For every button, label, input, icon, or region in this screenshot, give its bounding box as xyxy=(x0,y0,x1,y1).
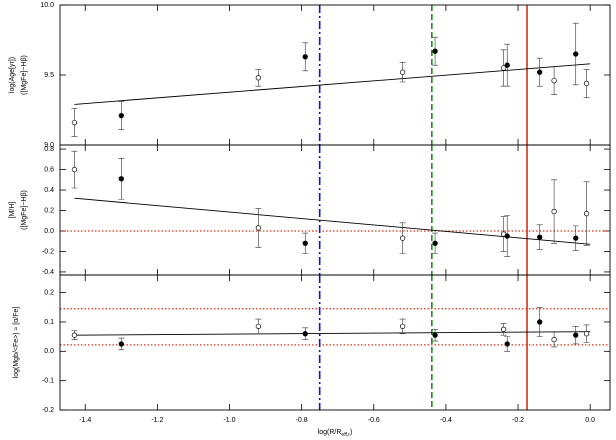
filled-marker xyxy=(537,69,543,75)
filled-marker xyxy=(302,331,308,337)
filled-marker xyxy=(302,240,308,246)
open-marker xyxy=(399,69,406,75)
open-marker xyxy=(255,225,262,231)
fit-line xyxy=(74,331,591,336)
open-marker xyxy=(500,65,507,71)
open-marker xyxy=(551,208,557,215)
filled-marker xyxy=(432,48,438,54)
filled-marker xyxy=(537,319,543,325)
filled-marker xyxy=(537,234,543,240)
y-axis-label: ([MgFe]−Hβ) xyxy=(21,55,28,95)
filled-marker xyxy=(432,332,438,338)
open-marker xyxy=(255,323,262,330)
filled-marker xyxy=(504,233,510,239)
open-marker xyxy=(551,77,557,84)
filled-marker xyxy=(504,341,510,347)
y-tick-label: 0.4 xyxy=(44,187,54,194)
filled-marker xyxy=(432,240,438,246)
x-tick-label: -0.8 xyxy=(296,417,308,424)
open-marker xyxy=(583,80,590,87)
y-tick-label: 0.2 xyxy=(44,207,54,214)
y-axis-label: log(Age[yr]) xyxy=(9,57,16,93)
y-tick-label: 0.0 xyxy=(44,348,54,355)
filled-marker xyxy=(573,332,579,338)
open-marker xyxy=(399,323,406,330)
x-tick-label: -0.2 xyxy=(512,417,524,424)
y-tick-label: 0.6 xyxy=(44,166,54,173)
open-marker xyxy=(500,326,507,332)
open-marker xyxy=(551,336,557,343)
y-axis-label: ([MgFe]−Hβ) xyxy=(21,190,28,230)
y-tick-label: -0.4 xyxy=(42,269,54,276)
y-tick-label: -0.2 xyxy=(42,248,54,255)
open-marker xyxy=(399,235,406,241)
panel-frame xyxy=(59,274,611,411)
y-tick-label: 0.0 xyxy=(44,228,54,235)
y-tick-label: 0.2 xyxy=(44,289,54,296)
x-tick-label: -0.6 xyxy=(368,417,380,424)
open-marker xyxy=(583,210,590,217)
x-tick-label: -0.4 xyxy=(440,417,452,424)
y-tick-label: 10.0 xyxy=(40,2,54,9)
open-marker xyxy=(71,332,78,338)
y-tick-label: -0.1 xyxy=(42,377,54,384)
x-axis-label-part: ) xyxy=(350,429,352,436)
y-tick-label: -0.2 xyxy=(42,407,54,414)
x-axis-label-part: log(R/R xyxy=(318,429,342,436)
filled-marker xyxy=(302,54,308,60)
x-tick-label: -1.2 xyxy=(151,417,163,424)
filled-marker xyxy=(573,235,579,241)
open-marker xyxy=(71,119,78,126)
fit-line xyxy=(74,197,591,245)
filled-marker xyxy=(573,51,579,57)
filled-marker xyxy=(118,176,124,182)
fit-line xyxy=(74,63,591,105)
y-axis-label: [M/H] xyxy=(9,202,16,219)
x-tick-label: -1.4 xyxy=(79,417,91,424)
open-marker xyxy=(255,75,262,81)
y-tick-label: 9.0 xyxy=(44,142,54,149)
y-axis-label: log(Mgb/<Fe>) ≈ [α/Fe] xyxy=(13,307,20,379)
filled-marker xyxy=(504,62,510,68)
x-tick-label: -1.0 xyxy=(223,417,235,424)
x-tick-label: 0.0 xyxy=(585,417,595,424)
x-axis-label-part: eff,r xyxy=(341,432,350,438)
open-marker xyxy=(583,331,590,337)
filled-marker xyxy=(118,341,124,347)
filled-marker xyxy=(118,112,124,119)
y-tick-label: 9.5 xyxy=(44,72,54,79)
y-tick-label: 0.1 xyxy=(44,319,54,326)
y-tick-label: 0.8 xyxy=(44,146,54,153)
x-axis-label: log(R/Reff,r) xyxy=(318,429,353,438)
open-marker xyxy=(71,166,78,173)
